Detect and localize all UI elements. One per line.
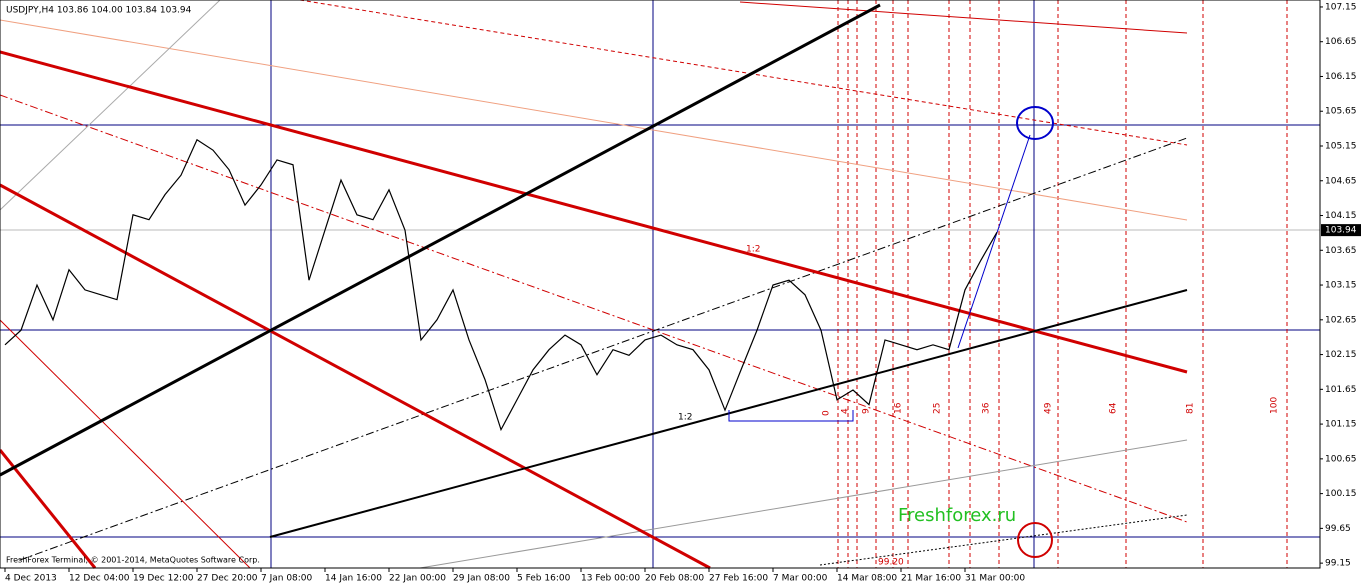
y-tick-label: 107.15 <box>1325 2 1357 12</box>
y-tick-label: 106.65 <box>1325 37 1357 47</box>
y-tick-label: 102.65 <box>1325 315 1357 325</box>
annotation: 9 <box>862 408 872 414</box>
x-tick-label: 14 Jan 16:00 <box>325 574 382 584</box>
chart-title: USDJPY,H4 103.86 104.00 103.84 103.94 <box>6 6 192 16</box>
x-tick-label: 12 Dec 04:00 <box>69 574 130 584</box>
x-tick-label: 19 Dec 12:00 <box>133 574 194 584</box>
annotation: 4 <box>841 408 851 414</box>
drawing-objects <box>0 0 1321 570</box>
y-tick-label: 106.15 <box>1325 72 1357 82</box>
x-tick-label: 21 Mar 16:00 <box>901 574 961 584</box>
y-tick-label: 99.15 <box>1325 559 1351 569</box>
annotation: 99.20 <box>878 558 904 568</box>
y-tick-label: 101.15 <box>1325 420 1357 430</box>
current-price-label: 103.94 <box>1325 226 1357 236</box>
annotation: 36 <box>982 402 992 414</box>
y-tick-label: 104.65 <box>1325 176 1357 186</box>
y-tick-label: 100.15 <box>1325 489 1357 499</box>
x-tick-label: 13 Feb 00:00 <box>581 574 640 584</box>
x-tick-label: 29 Jan 08:00 <box>453 574 510 584</box>
annotation: 25 <box>933 403 943 414</box>
y-tick-label: 99.65 <box>1325 524 1351 534</box>
annotation: 64 <box>1109 402 1119 414</box>
current-price-box <box>1321 224 1361 237</box>
x-tick-label: 20 Feb 08:00 <box>645 574 704 584</box>
price-line <box>4 138 998 432</box>
annotation: 81 <box>1186 403 1196 414</box>
annotation: 100 <box>1270 397 1280 414</box>
x-tick-label: 14 Mar 08:00 <box>837 574 897 584</box>
x-tick-label: 31 Mar 00:00 <box>965 574 1025 584</box>
footer: FreshForex Terminal, © 2001-2014, MetaQu… <box>6 556 260 565</box>
y-tick-label: 102.15 <box>1325 350 1357 360</box>
y-tick-label: 103.65 <box>1325 246 1357 256</box>
x-tick-label: 27 Dec 20:00 <box>197 574 258 584</box>
x-tick-label: 27 Feb 16:00 <box>709 574 768 584</box>
x-tick-label: 7 Mar 00:00 <box>773 574 828 584</box>
y-tick-label: 100.65 <box>1325 454 1357 464</box>
watermark: Freshforex.ru <box>898 505 1016 526</box>
annotation: 1:2 <box>746 245 760 255</box>
y-tick-label: 101.65 <box>1325 385 1357 395</box>
y-tick-label: 105.15 <box>1325 141 1357 151</box>
x-tick-label: 7 Jan 08:00 <box>261 574 313 584</box>
y-tick-label: 105.65 <box>1325 107 1357 117</box>
x-tick-label: 5 Feb 16:00 <box>517 574 571 584</box>
x-tick-label: 22 Jan 00:00 <box>389 574 446 584</box>
annotation: 0 <box>822 410 832 416</box>
x-tick-label: 4 Dec 2013 <box>5 574 57 584</box>
y-tick-label: 103.15 <box>1325 281 1357 291</box>
annotation: 16 <box>894 402 904 414</box>
annotation: 1:2 <box>678 413 692 423</box>
y-tick-label: 104.15 <box>1325 211 1357 221</box>
annotation: 49 <box>1044 402 1054 414</box>
